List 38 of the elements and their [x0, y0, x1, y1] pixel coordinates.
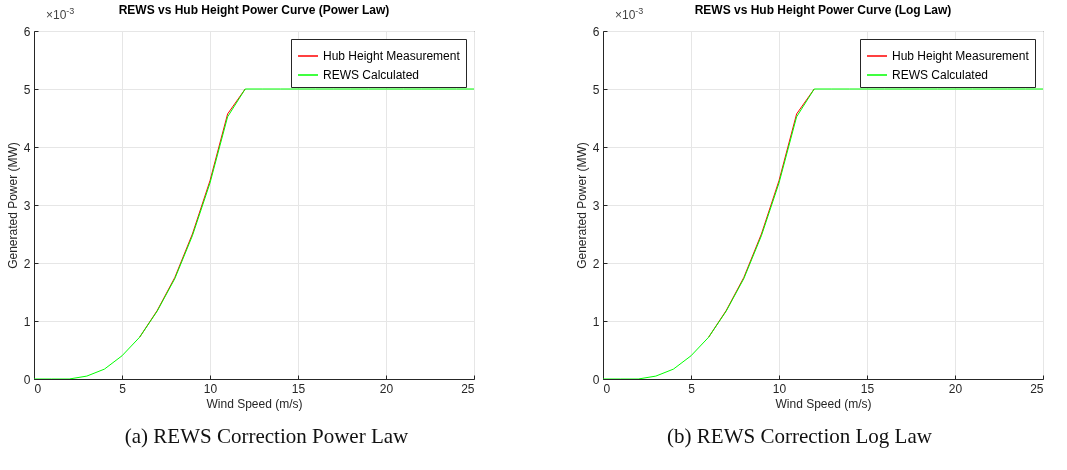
y-axis-title: Generated Power (MW) — [5, 142, 20, 269]
x-tick-label: 0 — [603, 381, 611, 396]
legend-label: REWS Calculated — [892, 68, 989, 82]
x-tick-label: 5 — [119, 381, 127, 396]
legend-label: Hub Height Measurement — [892, 49, 1030, 63]
x-tick-label: 10 — [772, 381, 787, 396]
x-axis-title: Wind Speed (m/s) — [206, 396, 303, 411]
chart-title: REWS vs Hub Height Power Curve (Power Law) — [118, 3, 390, 17]
x-tick-label: 10 — [203, 381, 218, 396]
y-tick-label: 4 — [23, 140, 31, 155]
text: ×10$^{-3}$ — [615, 6, 644, 22]
x-tick-label: 20 — [379, 381, 394, 396]
x-tick-label: 15 — [860, 381, 875, 396]
x-axis-title: Wind Speed (m/s) — [775, 396, 872, 411]
x-tick-label: 25 — [461, 381, 475, 396]
x-tick-label: 25 — [1030, 381, 1044, 396]
y-tick-label: 5 — [592, 82, 600, 97]
x-tick-label: 15 — [291, 381, 306, 396]
x-tick-label: 0 — [34, 381, 42, 396]
legend-label: REWS Calculated — [323, 68, 420, 82]
y-tick-label: 6 — [23, 24, 31, 39]
chart-title: REWS vs Hub Height Power Curve (Log Law) — [694, 3, 952, 17]
y-tick-label: 3 — [592, 198, 600, 213]
y-tick-label: 3 — [23, 198, 31, 213]
x-tick-label: 5 — [688, 381, 696, 396]
text: (a) REWS Correction Power Law — [123, 424, 410, 449]
y-tick-label: 6 — [592, 24, 600, 39]
y-axis-title: Generated Power (MW) — [574, 142, 589, 269]
y-tick-label: 2 — [592, 256, 600, 271]
y-tick-label: 4 — [592, 140, 600, 155]
text: (b) REWS Correction Log Law — [666, 424, 933, 449]
y-tick-label: 5 — [23, 82, 31, 97]
x-tick-label: 20 — [948, 381, 963, 396]
y-tick-label: 2 — [23, 256, 31, 271]
legend-label: Hub Height Measurement — [323, 49, 461, 63]
y-tick-label: 1 — [592, 314, 600, 329]
y-tick-label: 1 — [23, 314, 31, 329]
text: ×10$^{-3}$ — [46, 6, 75, 22]
